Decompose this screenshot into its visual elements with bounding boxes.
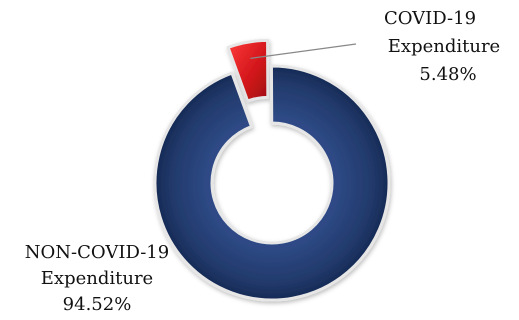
non-covid-label-name-line1: NON-COVID-19 <box>25 242 169 263</box>
covid-label-name-line2: Expenditure <box>388 36 500 57</box>
non-covid-slice <box>153 64 391 302</box>
non-covid-label-percent: 94.52% <box>63 294 132 315</box>
covid-slice <box>226 38 270 103</box>
covid-label: COVID-19 Expenditure 5.48% <box>384 8 500 85</box>
slices-layer <box>153 38 391 302</box>
non-covid-label: NON-COVID-19 Expenditure 94.52% <box>25 242 169 315</box>
covid-leader-line <box>250 43 357 59</box>
non-covid-label-name-line2: Expenditure <box>41 268 153 289</box>
covid-label-percent: 5.48% <box>419 64 476 85</box>
covid-label-name-line1: COVID-19 <box>384 8 476 29</box>
